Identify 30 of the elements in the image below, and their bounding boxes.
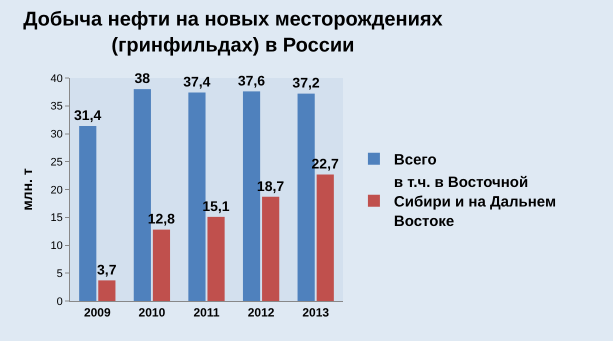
x-tick-label: 2009 <box>84 305 111 320</box>
bar <box>152 230 170 301</box>
legend-label: Всего <box>394 152 437 169</box>
y-tick-label: 5 <box>56 268 63 280</box>
bar <box>262 196 280 301</box>
legend-label: в т.ч. в Восточной Сибири и на Дальнем Востоке <box>394 174 556 230</box>
x-tick-label: 2012 <box>248 305 275 320</box>
x-tick-label: 2011 <box>193 305 220 320</box>
y-tick-label: 15 <box>50 212 63 224</box>
y-tick-label: 10 <box>50 240 63 252</box>
bar <box>207 216 225 301</box>
y-tick-label: 25 <box>50 156 63 168</box>
y-tick-label: 30 <box>50 128 63 141</box>
y-tick-label: 35 <box>50 100 63 113</box>
data-label: 31,4 <box>74 106 102 123</box>
data-label: 37,2 <box>292 74 320 91</box>
data-label: 37,6 <box>238 72 266 88</box>
bar <box>79 126 96 301</box>
y-tick-label: 20 <box>50 184 63 196</box>
data-label: 3,7 <box>97 261 117 278</box>
chart-title: Добыча нефти на новых месторождениях (гринфильдах) в России <box>23 8 443 57</box>
x-tick-label: 2013 <box>302 305 330 320</box>
bar <box>316 174 334 301</box>
y-tick-label: 40 <box>50 72 63 85</box>
y-axis-title: млн. т <box>19 168 35 211</box>
x-tick-label: 2010 <box>138 305 166 320</box>
bar <box>98 280 116 301</box>
y-tick-label: 0 <box>56 296 63 308</box>
data-label: 38 <box>134 70 150 86</box>
data-label: 37,4 <box>183 74 211 90</box>
